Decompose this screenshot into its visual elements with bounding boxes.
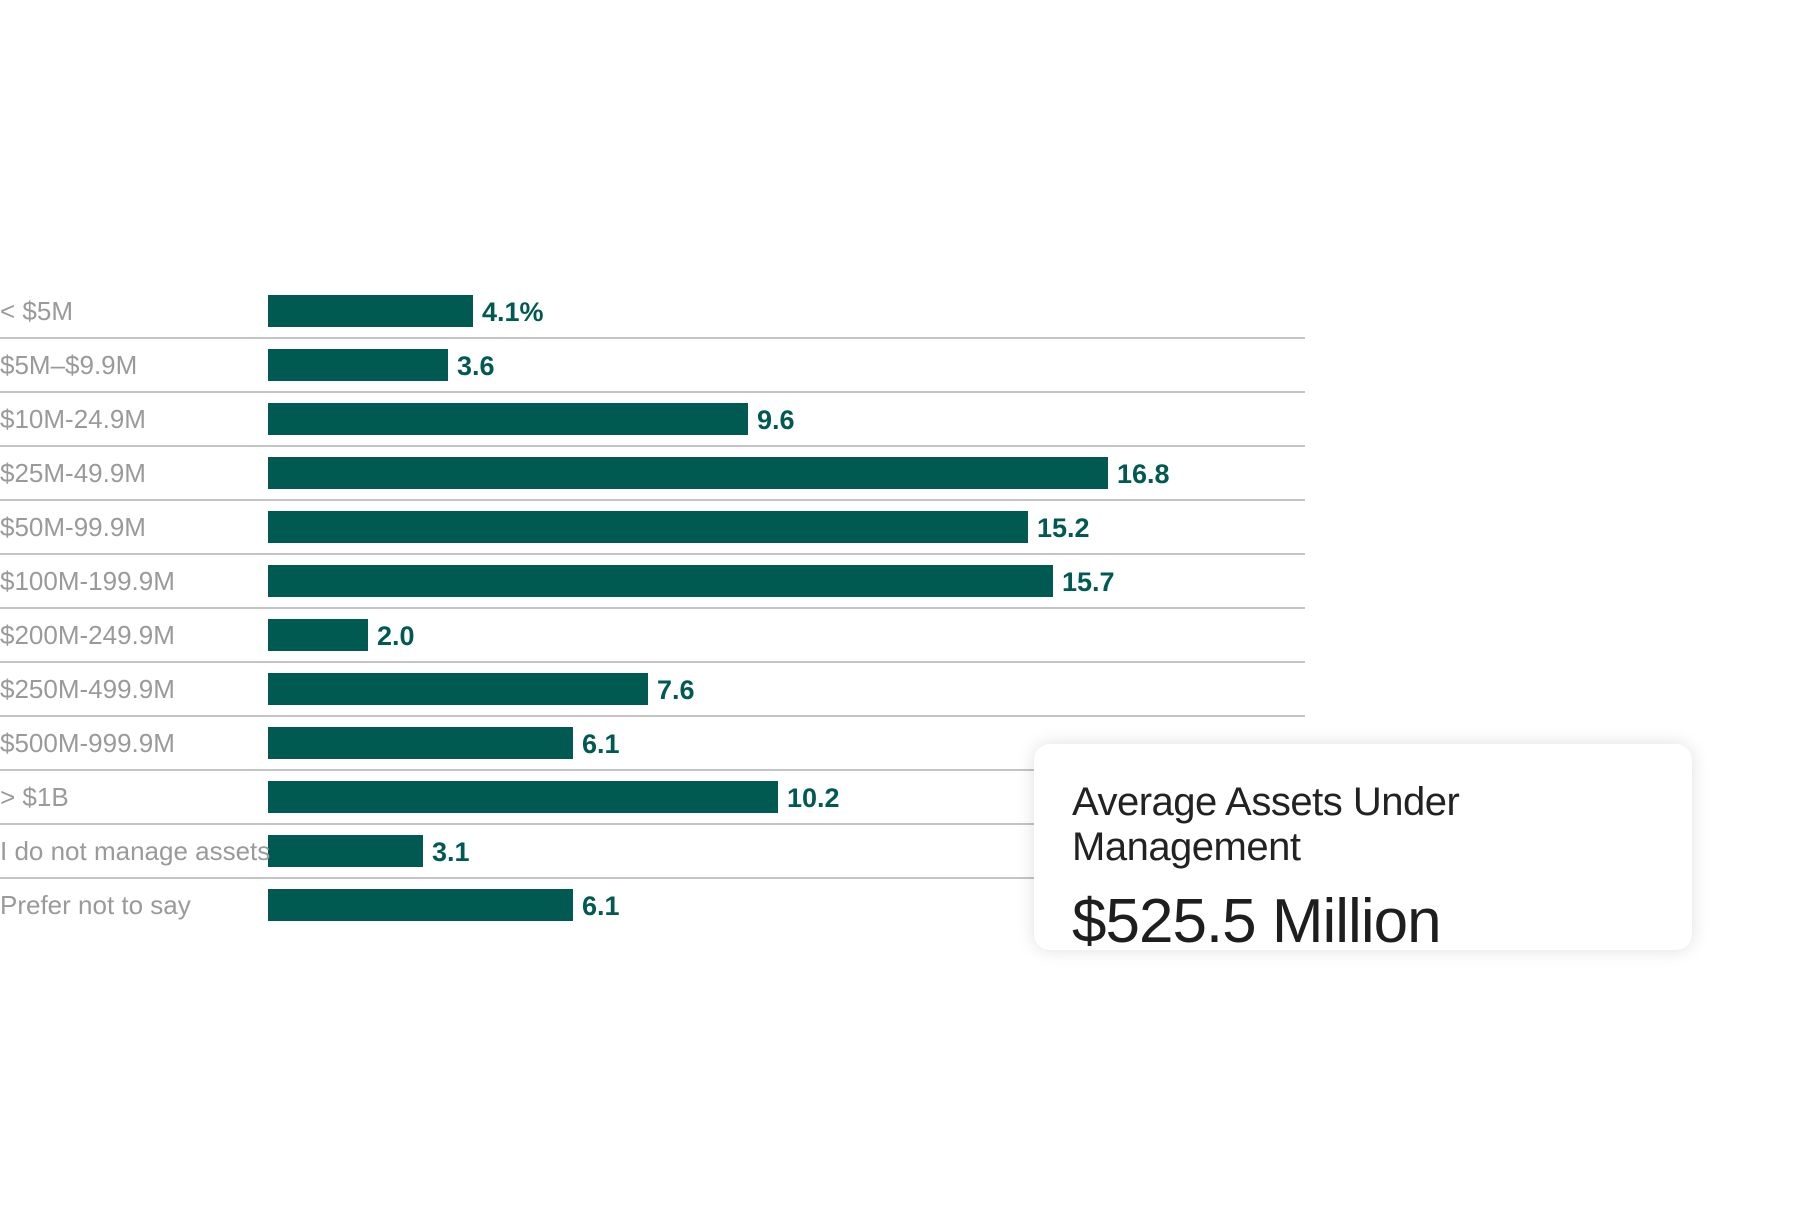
category-label: $250M-499.9M bbox=[0, 674, 175, 704]
bar bbox=[268, 619, 368, 651]
average-aum-callout: Average Assets Under Management $525.5 M… bbox=[1034, 744, 1692, 956]
category-label: $500M-999.9M bbox=[0, 728, 175, 758]
value-label: 7.6 bbox=[657, 675, 695, 705]
category-label: Prefer not to say bbox=[0, 890, 191, 920]
category-label: I do not manage assets bbox=[0, 836, 270, 866]
bar bbox=[268, 511, 1028, 543]
bar bbox=[268, 349, 448, 381]
bars bbox=[268, 295, 1108, 921]
bar bbox=[268, 727, 573, 759]
value-label: 15.2 bbox=[1037, 513, 1090, 543]
value-label: 6.1 bbox=[582, 729, 620, 759]
callout-value: $525.5 Million bbox=[1072, 887, 1442, 956]
bar bbox=[268, 403, 748, 435]
value-label: 9.6 bbox=[757, 405, 795, 435]
value-label: 10.2 bbox=[787, 783, 840, 813]
value-label: 15.7 bbox=[1062, 567, 1115, 597]
bar bbox=[268, 835, 423, 867]
bar bbox=[268, 673, 648, 705]
value-label: 2.0 bbox=[377, 621, 415, 651]
category-label: $50M-99.9M bbox=[0, 512, 146, 542]
value-label: 6.1 bbox=[582, 891, 620, 921]
category-labels: < $5M $5M–$9.9M $10M-24.9M $25M-49.9M $50M-9… bbox=[0, 296, 270, 920]
category-label: $10M-24.9M bbox=[0, 404, 146, 434]
value-label: 3.1 bbox=[432, 837, 470, 867]
value-label: 3.6 bbox=[457, 351, 495, 381]
category-label: $100M-199.9M bbox=[0, 566, 175, 596]
bar bbox=[268, 565, 1053, 597]
value-label: 4.1% bbox=[482, 297, 544, 327]
bar bbox=[268, 457, 1108, 489]
value-labels: 4.1% 3.6 9.6 16.8 15.2 15.7 2.0 7.6 6.1 10.2 3.1 6.… bbox=[377, 297, 1170, 921]
value-label: 16.8 bbox=[1117, 459, 1170, 489]
bar bbox=[268, 889, 573, 921]
category-label: < $5M bbox=[0, 296, 73, 326]
category-label: $200M-249.9M bbox=[0, 620, 175, 650]
bar bbox=[268, 781, 778, 813]
callout-title: Average Assets Under Management bbox=[1072, 780, 1460, 869]
category-label: $25M-49.9M bbox=[0, 458, 146, 488]
bar bbox=[268, 295, 473, 327]
category-label: > $1B bbox=[0, 782, 69, 812]
category-label: $5M–$9.9M bbox=[0, 350, 137, 380]
